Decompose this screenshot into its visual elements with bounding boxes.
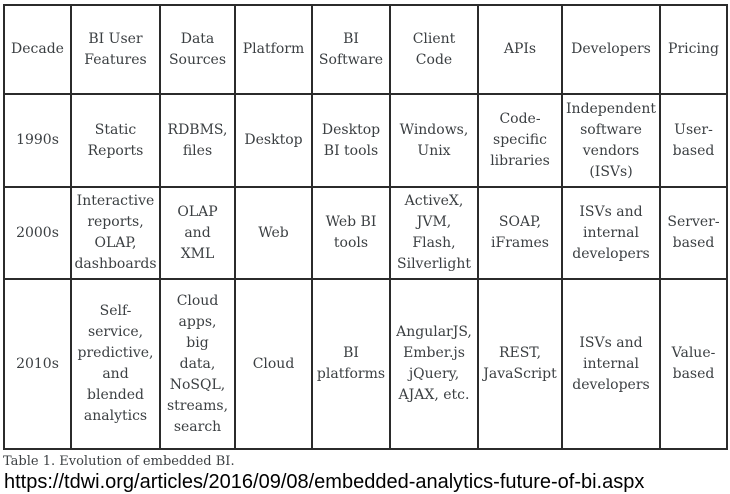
- table-cell: REST, JavaScript: [477, 278, 563, 450]
- column-header-data-sources: Data Sources: [159, 4, 236, 95]
- table-cell: AngularJS, Ember.js jQuery, AJAX, etc.: [389, 278, 479, 450]
- table-row-1990s: 1990s Static Reports RDBMS, files Deskto…: [3, 93, 728, 188]
- table-cell: ISVs and internal developers: [561, 278, 661, 450]
- table-cell: User- based: [659, 93, 728, 188]
- table-cell: Desktop BI tools: [311, 93, 391, 188]
- row-label-decade: 1990s: [3, 93, 72, 188]
- table-row-2010s: 2010s Self- service, predictive, and ble…: [3, 278, 728, 450]
- table-cell: Windows, Unix: [389, 93, 479, 188]
- row-label-decade: 2000s: [3, 186, 72, 280]
- table-cell: Server- based: [659, 186, 728, 280]
- table-cell: Cloud: [234, 278, 313, 450]
- table-cell: Static Reports: [70, 93, 161, 188]
- table-cell: OLAP and XML: [159, 186, 236, 280]
- column-header-platform: Platform: [234, 4, 313, 95]
- table-cell: Self- service, predictive, and blended a…: [70, 278, 161, 450]
- table-cell: BI platforms: [311, 278, 391, 450]
- embedded-bi-evolution-table: Decade BI User Features Data Sources Pla…: [3, 4, 728, 450]
- column-header-apis: APIs: [477, 4, 563, 95]
- row-label-decade: 2010s: [3, 278, 72, 450]
- table-cell: RDBMS, files: [159, 93, 236, 188]
- table-row-2000s: 2000s Interactive reports, OLAP, dashboa…: [3, 186, 728, 280]
- column-header-developers: Developers: [561, 4, 661, 95]
- table-header-row: Decade BI User Features Data Sources Pla…: [3, 4, 728, 95]
- column-header-client-code: Client Code: [389, 4, 479, 95]
- table-cell: Cloud apps, big data, NoSQL, streams, se…: [159, 278, 236, 450]
- table-cell: Code- specific libraries: [477, 93, 563, 188]
- table-cell: Value- based: [659, 278, 728, 450]
- column-header-bi-user-features: BI User Features: [70, 4, 161, 95]
- table-cell: Independent software vendors (ISVs): [561, 93, 661, 188]
- table-cell: Web BI tools: [311, 186, 391, 280]
- table-cell: Interactive reports, OLAP, dashboards: [70, 186, 161, 280]
- column-header-pricing: Pricing: [659, 4, 728, 95]
- table-cell: Desktop: [234, 93, 313, 188]
- column-header-decade: Decade: [3, 4, 72, 95]
- table-cell: Web: [234, 186, 313, 280]
- source-url: https://tdwi.org/articles/2016/09/08/emb…: [4, 471, 645, 493]
- table-cell: ActiveX, JVM, Flash, Silverlight: [389, 186, 479, 280]
- table-caption: Table 1. Evolution of embedded BI.: [3, 454, 235, 469]
- table-cell: ISVs and internal developers: [561, 186, 661, 280]
- table-cell: SOAP, iFrames: [477, 186, 563, 280]
- column-header-bi-software: BI Software: [311, 4, 391, 95]
